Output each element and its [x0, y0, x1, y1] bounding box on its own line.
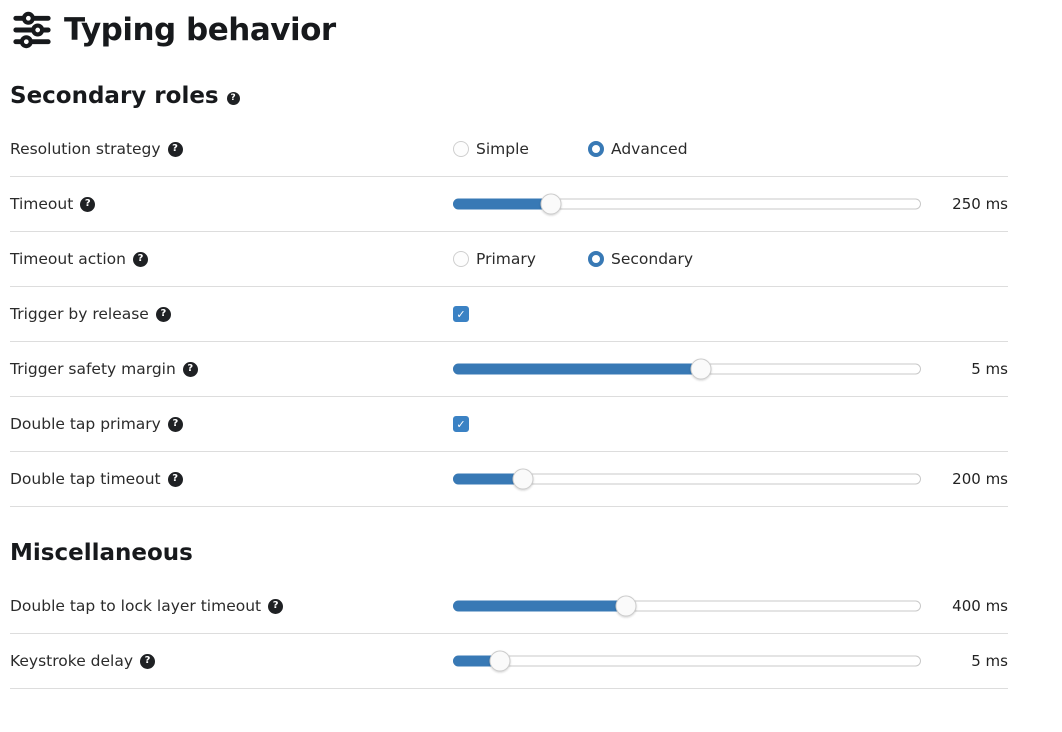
- help-icon[interactable]: ?: [167, 471, 183, 487]
- section-title: Miscellaneous: [10, 540, 193, 566]
- radio-option-secondary[interactable]: Secondary: [588, 250, 723, 268]
- slider-track[interactable]: [453, 600, 921, 612]
- setting-label-text: Double tap to lock layer timeout: [10, 597, 262, 615]
- slider-fill: [453, 363, 702, 375]
- checkmark-icon: ✓: [456, 307, 466, 321]
- setting-label: Timeout action ?: [10, 250, 453, 268]
- setting-value: 400 ms: [952, 597, 1008, 615]
- setting-row-double-tap-timeout: Double tap timeout ? 200 ms: [10, 452, 1008, 507]
- setting-label: Resolution strategy ?: [10, 140, 453, 158]
- radio-input[interactable]: [588, 141, 604, 157]
- setting-row-double-tap-lock-layer-timeout: Double tap to lock layer timeout ? 400 m…: [10, 579, 1008, 634]
- radio-label: Advanced: [611, 140, 688, 158]
- slider-fill: [453, 600, 628, 612]
- help-icon[interactable]: ?: [182, 361, 198, 377]
- radio-input[interactable]: [588, 251, 604, 267]
- radio-group-resolution-strategy: Simple Advanced: [453, 140, 921, 158]
- slider-thumb[interactable]: [489, 650, 511, 672]
- setting-label-text: Trigger by release: [10, 305, 149, 323]
- settings-page: Typing behavior Secondary roles ? Resolu…: [10, 11, 1008, 689]
- setting-label: Timeout ?: [10, 195, 453, 213]
- slider-fill: [453, 655, 502, 667]
- double-tap-lock-layer-timeout-slider[interactable]: [453, 595, 921, 617]
- radio-label: Simple: [476, 140, 529, 158]
- help-icon[interactable]: ?: [140, 653, 156, 669]
- slider-thumb[interactable]: [690, 358, 712, 380]
- setting-value: 250 ms: [952, 195, 1008, 213]
- timeout-slider[interactable]: [453, 193, 921, 215]
- slider-thumb[interactable]: [615, 595, 637, 617]
- section-secondary-roles: Secondary roles ? Resolution strategy ? …: [10, 83, 1008, 507]
- setting-label: Double tap to lock layer timeout ?: [10, 597, 453, 615]
- setting-label-text: Double tap primary: [10, 415, 161, 433]
- section-heading: Miscellaneous: [10, 540, 1008, 566]
- radio-group-timeout-action: Primary Secondary: [453, 250, 921, 268]
- setting-value: 200 ms: [952, 470, 1008, 488]
- setting-row-resolution-strategy: Resolution strategy ? Simple Advanced: [10, 122, 1008, 177]
- settings-rows: Resolution strategy ? Simple Advanced: [10, 122, 1008, 507]
- setting-label-text: Resolution strategy: [10, 140, 161, 158]
- setting-label-text: Timeout action: [10, 250, 126, 268]
- setting-value: 5 ms: [971, 652, 1008, 670]
- help-icon[interactable]: ?: [132, 251, 148, 267]
- radio-label: Secondary: [611, 250, 694, 268]
- checkmark-icon: ✓: [456, 417, 466, 431]
- setting-label: Keystroke delay ?: [10, 652, 453, 670]
- help-icon[interactable]: ?: [155, 306, 171, 322]
- page-title: Typing behavior: [64, 12, 336, 48]
- slider-fill: [453, 198, 553, 210]
- slider-track[interactable]: [453, 363, 921, 375]
- setting-label-text: Timeout: [10, 195, 74, 213]
- slider-track[interactable]: [453, 655, 921, 667]
- radio-input[interactable]: [453, 141, 469, 157]
- setting-row-timeout: Timeout ? 250 ms: [10, 177, 1008, 232]
- slider-fill: [453, 473, 525, 485]
- setting-row-trigger-safety-margin: Trigger safety margin ? 5 ms: [10, 342, 1008, 397]
- help-icon[interactable]: ?: [268, 598, 284, 614]
- slider-thumb[interactable]: [512, 468, 534, 490]
- sliders-icon: [10, 11, 54, 49]
- setting-label: Trigger safety margin ?: [10, 360, 453, 378]
- radio-label: Primary: [476, 250, 536, 268]
- radio-input[interactable]: [453, 251, 469, 267]
- radio-option-primary[interactable]: Primary: [453, 250, 588, 268]
- setting-row-keystroke-delay: Keystroke delay ? 5 ms: [10, 634, 1008, 689]
- setting-row-timeout-action: Timeout action ? Primary Secondary: [10, 232, 1008, 287]
- setting-value: 5 ms: [971, 360, 1008, 378]
- settings-rows: Double tap to lock layer timeout ? 400 m…: [10, 579, 1008, 689]
- slider-track[interactable]: [453, 198, 921, 210]
- help-icon[interactable]: ?: [80, 196, 96, 212]
- trigger-safety-margin-slider[interactable]: [453, 358, 921, 380]
- page-title-row: Typing behavior: [10, 11, 1008, 49]
- slider-thumb[interactable]: [540, 193, 562, 215]
- double-tap-timeout-slider[interactable]: [453, 468, 921, 490]
- help-icon[interactable]: ?: [226, 92, 240, 105]
- setting-label-text: Keystroke delay: [10, 652, 134, 670]
- setting-label: Trigger by release ?: [10, 305, 453, 323]
- setting-label: Double tap timeout ?: [10, 470, 453, 488]
- slider-track[interactable]: [453, 473, 921, 485]
- section-title: Secondary roles: [10, 83, 219, 109]
- double-tap-primary-checkbox[interactable]: ✓: [453, 416, 469, 432]
- radio-option-advanced[interactable]: Advanced: [588, 140, 723, 158]
- help-icon[interactable]: ?: [167, 416, 183, 432]
- setting-label-text: Double tap timeout: [10, 470, 161, 488]
- trigger-by-release-checkbox[interactable]: ✓: [453, 306, 469, 322]
- setting-row-trigger-by-release: Trigger by release ? ✓: [10, 287, 1008, 342]
- section-miscellaneous: Miscellaneous Double tap to lock layer t…: [10, 540, 1008, 689]
- setting-label: Double tap primary ?: [10, 415, 453, 433]
- section-heading: Secondary roles ?: [10, 83, 1008, 109]
- help-icon[interactable]: ?: [167, 141, 183, 157]
- setting-row-double-tap-primary: Double tap primary ? ✓: [10, 397, 1008, 452]
- setting-label-text: Trigger safety margin: [10, 360, 176, 378]
- keystroke-delay-slider[interactable]: [453, 650, 921, 672]
- radio-option-simple[interactable]: Simple: [453, 140, 588, 158]
